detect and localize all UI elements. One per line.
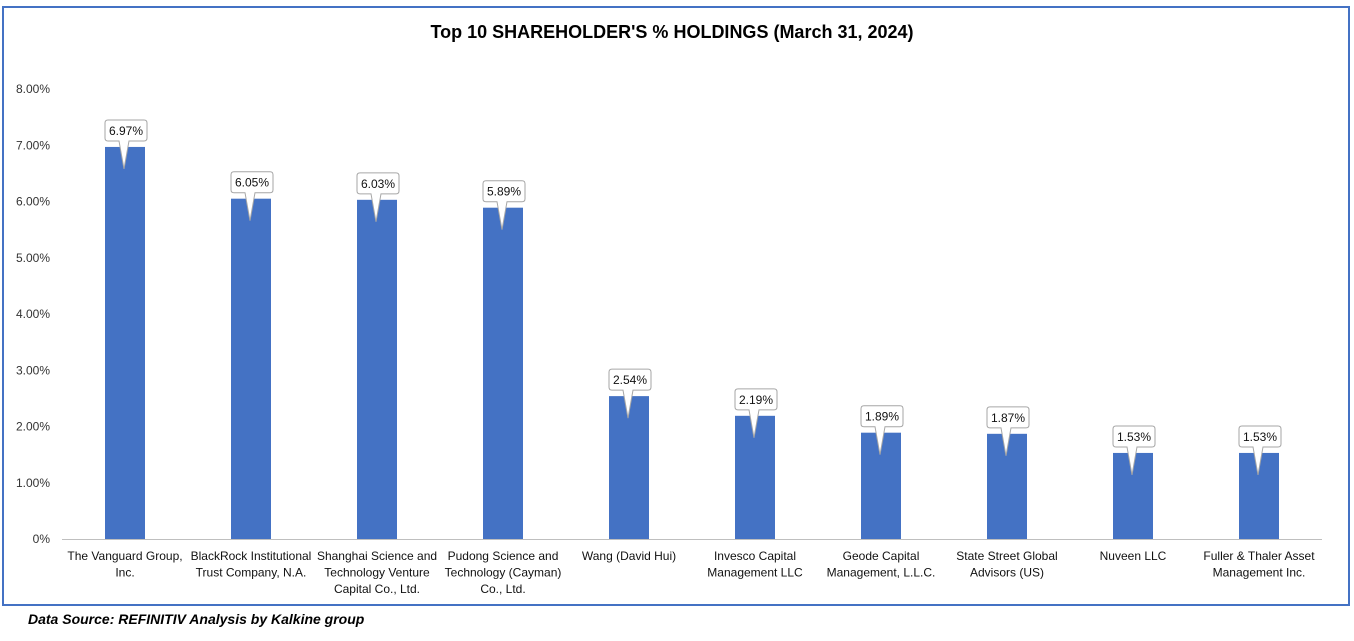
data-label-callout: 1.89% <box>860 405 904 455</box>
callout-shape <box>734 388 778 438</box>
y-tick-label: 7.00% <box>16 138 50 152</box>
bar <box>735 415 775 539</box>
bar-chart: Top 10 SHAREHOLDER'S % HOLDINGS (March 3… <box>16 22 1322 596</box>
data-label: 6.05% <box>235 176 269 190</box>
callout-shape <box>986 406 1030 456</box>
data-label-callout: 1.53% <box>1238 425 1282 476</box>
data-label-callout: 5.89% <box>482 180 526 230</box>
callout-shape <box>482 180 526 230</box>
bar <box>483 207 523 539</box>
callout-shape <box>230 171 274 221</box>
callout-shape <box>860 405 904 455</box>
data-label: 1.89% <box>865 410 899 424</box>
chart-title: Top 10 SHAREHOLDER'S % HOLDINGS (March 3… <box>430 22 913 42</box>
y-tick-label: 1.00% <box>16 476 50 490</box>
x-tick-label: Wang (David Hui) <box>582 549 676 563</box>
data-label: 1.87% <box>991 411 1025 425</box>
callout-shape <box>1238 425 1282 476</box>
y-axis: 0% 1.00% 2.00% 3.00% 4.00% 5.00% 6.00% 7.00% 8.0… <box>16 82 50 546</box>
x-tick-label: Invesco Capital Management LLC <box>707 549 803 580</box>
callout-shape <box>1112 425 1156 476</box>
callout-shape <box>104 119 148 170</box>
x-tick-label: Pudong Science and Technology (Cayman) Co.… <box>445 549 562 596</box>
x-tick-label: Shanghai Science and Technology Venture Ca… <box>317 549 437 596</box>
callout-shape <box>608 368 652 419</box>
data-label: 2.19% <box>739 393 773 407</box>
data-label-callout: 6.97% <box>104 119 148 170</box>
data-label-callout: 1.53% <box>1112 425 1156 476</box>
data-label: 1.53% <box>1117 430 1151 444</box>
x-tick-label: State Street Global Advisors (US) <box>956 549 1057 580</box>
bar <box>357 199 397 539</box>
y-tick-label: 4.00% <box>16 307 50 321</box>
y-tick-label: 3.00% <box>16 363 50 377</box>
data-label: 6.97% <box>109 124 143 138</box>
x-axis: The Vanguard Group, Inc. BlackRock Institu… <box>62 539 1322 596</box>
data-label: 6.03% <box>361 177 395 191</box>
data-label-callout: 2.19% <box>734 388 778 438</box>
data-label: 5.89% <box>487 185 521 199</box>
y-tick-label: 0% <box>33 532 51 546</box>
bar <box>231 198 271 539</box>
callout-shape <box>356 172 400 222</box>
data-label-callout: 1.87% <box>986 406 1030 456</box>
data-label-callout: 6.05% <box>230 171 274 221</box>
bar <box>105 146 145 539</box>
x-tick-label: Nuveen LLC <box>1100 549 1167 563</box>
data-label: 2.54% <box>613 373 647 387</box>
y-tick-label: 8.00% <box>16 82 50 96</box>
data-label: 1.53% <box>1243 430 1277 444</box>
data-label-callout: 2.54% <box>608 368 652 419</box>
data-labels: 6.97% 6.05% 6.03% 5.89% 2.54% 2.19% 1.89% 1.87%… <box>104 119 1282 476</box>
data-source-note: Data Source: REFINITIV Analysis by Kalki… <box>28 611 365 627</box>
y-tick-label: 5.00% <box>16 251 50 265</box>
bar <box>609 396 649 539</box>
bars <box>105 146 1279 539</box>
data-label-callout: 6.03% <box>356 172 400 222</box>
y-tick-label: 6.00% <box>16 195 50 209</box>
x-tick-label: Fuller & Thaler Asset Management Inc. <box>1203 549 1315 580</box>
x-tick-label: The Vanguard Group, Inc. <box>67 549 182 580</box>
y-tick-label: 2.00% <box>16 420 50 434</box>
chart-frame <box>2 6 1350 606</box>
x-tick-label: BlackRock Institutional Trust Company, N.… <box>191 549 312 580</box>
x-tick-label: Geode Capital Management, L.L.C. <box>827 549 936 580</box>
